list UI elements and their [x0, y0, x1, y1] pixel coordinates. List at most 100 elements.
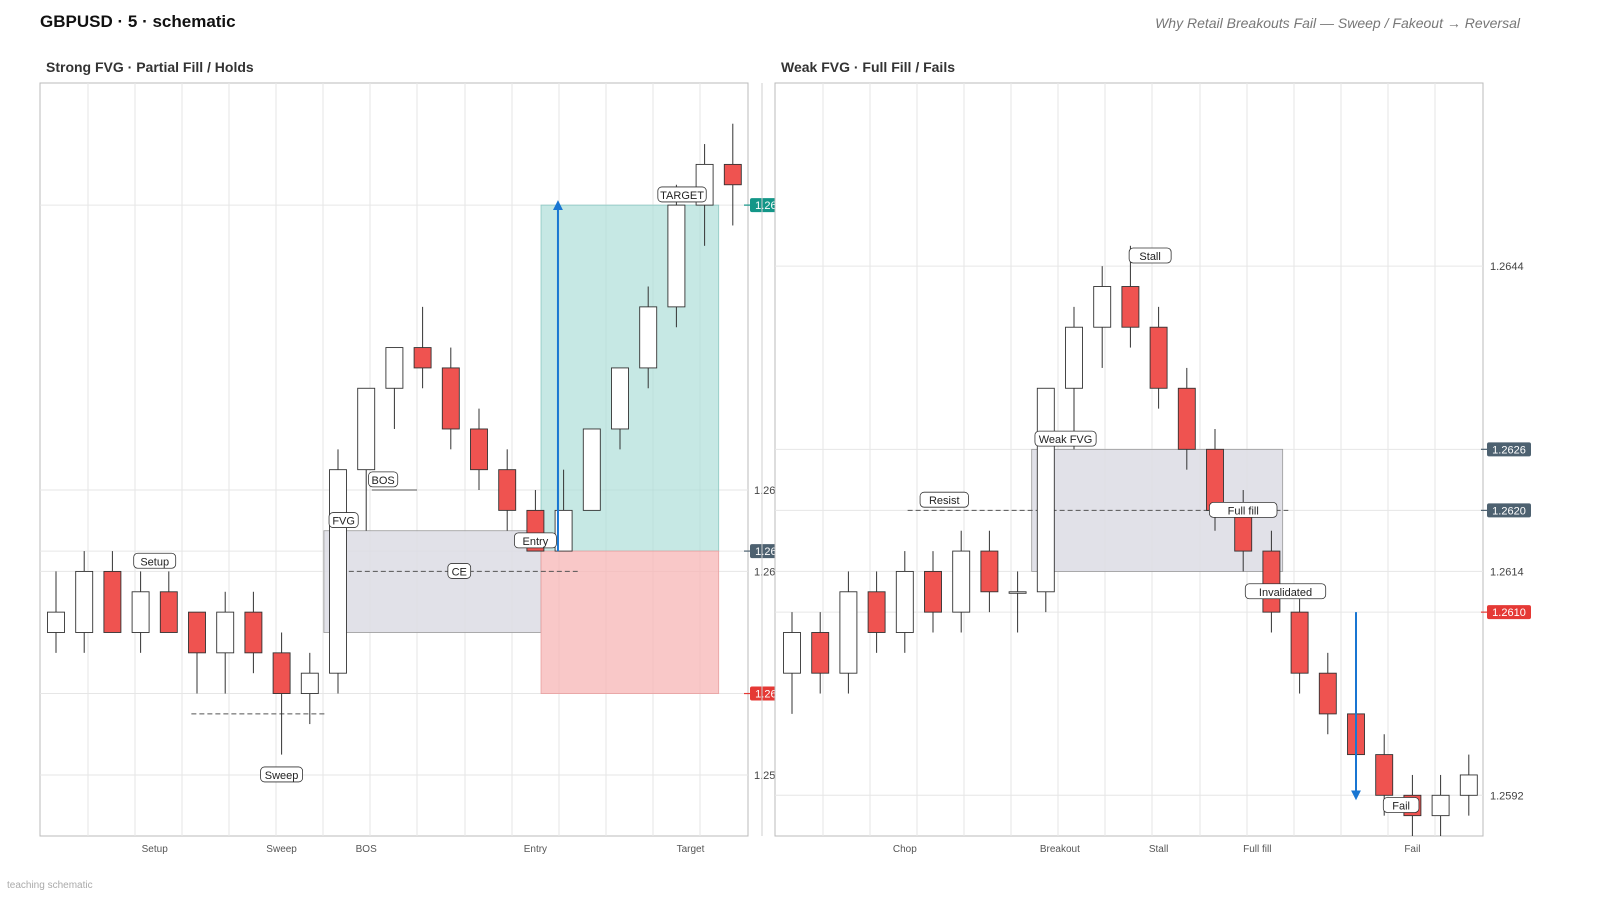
candle-bull: [554, 509, 573, 552]
x-tick-label: Stall: [1149, 844, 1168, 855]
candle-bear: [441, 367, 460, 430]
chart-header: GBPUSD · 5 · schematic: [40, 12, 236, 32]
candle-bear: [103, 570, 122, 633]
annotation-box: [1034, 430, 1097, 447]
candle-bear: [272, 652, 291, 694]
annotation-label: Entry: [523, 536, 549, 548]
price-tag-bg: [1487, 605, 1531, 620]
annotation-label: Full fill: [1228, 505, 1259, 517]
annotation-box: [1382, 797, 1420, 813]
candle-bear: [867, 591, 886, 633]
annotation-label: Resist: [929, 495, 960, 507]
candle-bull: [329, 469, 347, 674]
stop-zone: [540, 550, 720, 694]
price-tag-label: 1.2626: [1492, 444, 1526, 456]
candle-bull: [783, 632, 801, 674]
x-tick-label: Setup: [142, 844, 169, 855]
candle-bull: [1065, 326, 1083, 389]
annotation-box: [368, 471, 399, 488]
x-tick-label: Breakout: [1040, 844, 1080, 855]
candle-bull: [47, 611, 65, 633]
candle-bear: [188, 611, 206, 654]
x-tick-label: Sweep: [266, 844, 297, 855]
x-tick-label: Chop: [893, 844, 917, 855]
right-panel: Resist Weak FVG Stall Full fill Invalidated F…: [774, 82, 1531, 855]
annotation-label: FVG: [332, 516, 355, 528]
x-tick-label: Fail: [1404, 844, 1420, 855]
candle-bull: [611, 367, 629, 430]
timeframe: 5: [127, 12, 138, 31]
annotation-box: [514, 532, 557, 549]
candle-bear: [1290, 611, 1309, 674]
chart-subtitle: Why Retail Breakouts Fail — Sweep / Fake…: [1155, 15, 1520, 31]
price-tag-label: 1.2610: [1492, 607, 1526, 619]
y-tick-label: 1.2614: [1490, 566, 1524, 578]
x-tick-label: Full fill: [1243, 844, 1271, 855]
header-sep: ·: [142, 12, 153, 31]
candle-bull: [667, 204, 686, 308]
annotation-box: [1244, 583, 1327, 600]
candle-bear: [1262, 550, 1281, 613]
candle-bull: [131, 591, 150, 633]
annotation-label: Setup: [140, 556, 169, 568]
annotation-box: [260, 766, 304, 783]
candle-bear: [470, 428, 488, 471]
candle-bull: [300, 672, 319, 694]
annotation-box: [447, 563, 472, 579]
candle-bear: [1206, 448, 1224, 511]
right-panel-title: Weak FVG · Full Fill / Fails: [781, 59, 955, 75]
footer-note: teaching schematic: [7, 880, 93, 891]
candle-bear: [498, 469, 517, 511]
candle-bear: [723, 163, 742, 186]
candle-bull: [839, 591, 858, 674]
candle-bull: [357, 387, 376, 471]
annotation-label: Stall: [1139, 251, 1160, 263]
candle-bear: [1177, 387, 1196, 450]
annotation-label: Fail: [1392, 800, 1410, 812]
candle-bear: [980, 550, 999, 593]
candle-bear: [159, 591, 178, 633]
annotation-label: BOS: [372, 475, 395, 487]
annotation-label: CE: [452, 566, 467, 578]
candle-bear: [1121, 286, 1140, 328]
annotation-label: Weak FVG: [1039, 434, 1093, 446]
candle-bear: [1318, 672, 1337, 715]
candle-bear: [1149, 326, 1168, 389]
mode: schematic: [152, 12, 236, 31]
symbol: GBPUSD: [40, 12, 113, 31]
left-panel: SetupSweepFVGBOSCEEntryTARGET1.25941.261…: [39, 82, 794, 855]
candle-bull: [216, 611, 235, 654]
left-panel-title: Strong FVG · Partial Fill / Holds: [46, 59, 254, 75]
annotation-box: [328, 512, 359, 528]
target-zone: [540, 204, 720, 552]
candle-bear: [811, 632, 830, 674]
annotation-box: [1128, 247, 1172, 264]
header-sep: ·: [117, 12, 128, 31]
y-tick-label: 1.2592: [1490, 790, 1524, 802]
candle-bull: [1459, 774, 1478, 796]
candle-bull: [385, 347, 404, 389]
candle-bear: [1375, 754, 1394, 796]
candle-bear: [244, 611, 263, 654]
annotation-label: Sweep: [265, 770, 299, 782]
annotation-box: [919, 491, 969, 508]
annotation-label: Invalidated: [1259, 587, 1312, 599]
candle-bear: [413, 347, 432, 369]
candle-bull: [1036, 387, 1055, 593]
candle-bull: [75, 570, 94, 633]
x-tick-label: BOS: [356, 844, 377, 855]
candle-bull: [639, 306, 658, 369]
annotation-label: TARGET: [660, 190, 704, 202]
annotation-box: [133, 552, 177, 569]
x-tick-label: Entry: [524, 844, 547, 855]
price-tag-bg: [1487, 442, 1531, 457]
candle-bear: [924, 570, 942, 613]
candle-bull: [895, 570, 914, 633]
candle-bull: [952, 550, 971, 613]
annotation-box: [1209, 501, 1278, 518]
price-tag-label: 1.2620: [1492, 505, 1526, 517]
x-tick-label: Target: [677, 844, 705, 855]
candle-bull: [1093, 286, 1112, 328]
candle-bull: [1008, 591, 1027, 594]
